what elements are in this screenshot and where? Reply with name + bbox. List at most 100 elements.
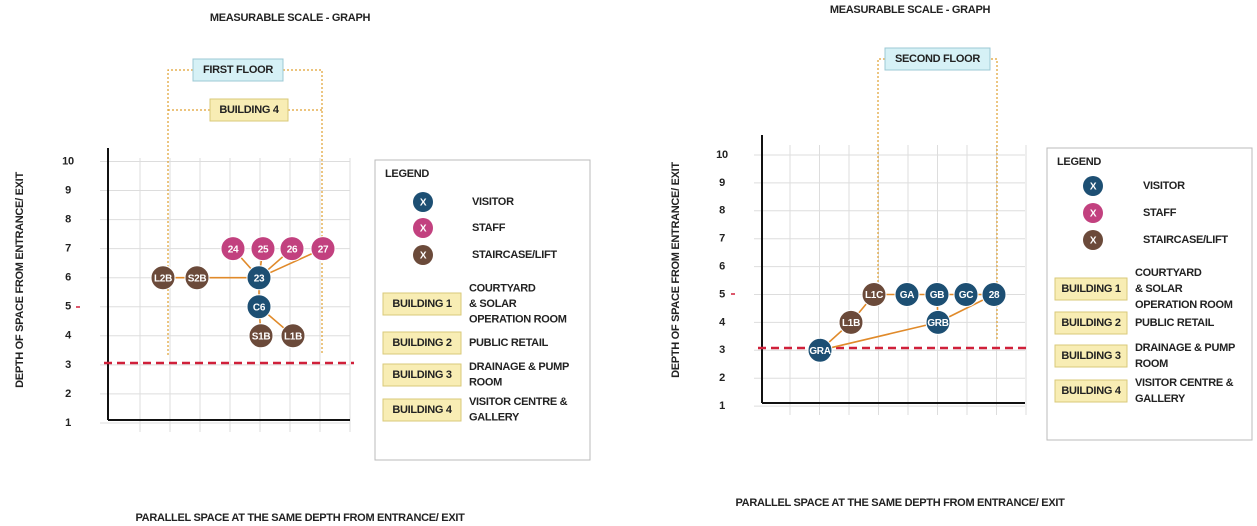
legend-label: STAIRCASE/LIFT [1143,234,1228,246]
y-tick-label: 2 [65,388,71,400]
node-label: 27 [318,244,329,255]
node-label: 28 [989,290,1000,301]
building-tag [1054,277,1128,301]
y-tick-label: 7 [719,233,725,245]
y-tick-label: 9 [719,177,725,189]
panel: MEASURABLE SCALE - GRAPH DEPTH OF SPACE F… [670,4,1253,509]
node-label: S2B [188,273,207,284]
building-description: ROOM [1135,358,1168,370]
node [248,323,274,349]
node [246,294,272,320]
building-tag [1054,344,1128,368]
node [925,309,951,335]
node [246,265,272,291]
node-label: C6 [253,302,266,313]
building-description: OPERATION ROOM [469,313,567,325]
y-tick-label: 7 [65,243,71,255]
building-description: GALLERY [469,412,520,424]
legend-title: LEGEND [385,168,429,180]
panel: MEASURABLE SCALE - GRAPH DEPTH OF SPACE F… [14,12,591,524]
node [184,265,210,291]
legend-symbol [1083,230,1103,250]
edge [819,321,939,352]
y-tick-label: 4 [719,316,726,328]
building-tag-label: BUILDING 1 [1061,283,1121,295]
node [981,282,1007,307]
legend-symbol [413,192,433,212]
node-label: 23 [254,273,265,284]
legend-symbol [413,245,433,265]
legend-label: VISITOR [1143,180,1185,192]
building-description: VISITOR CENTRE & [469,396,568,408]
building-description: VISITOR CENTRE & [1135,377,1234,389]
node-label: L1C [865,290,883,301]
building-tag-label: BUILDING 1 [392,298,452,310]
y-tick-label: 4 [65,330,72,342]
y-tick-label: 10 [716,149,728,161]
building-description: & SOLAR [1135,283,1183,295]
legend-label: STAFF [472,222,506,234]
node [807,337,833,363]
node-label: 25 [258,244,269,255]
node-label: 24 [228,244,239,255]
y-tick-label: 6 [65,272,71,284]
building-description: GALLERY [1135,393,1186,405]
x-axis-label: PARALLEL SPACE AT THE SAME DEPTH FROM EN… [135,512,465,524]
x-axis-label: PARALLEL SPACE AT THE SAME DEPTH FROM EN… [735,497,1065,509]
y-tick-label: 8 [65,214,71,226]
legend-symbol-text: X [1090,236,1097,247]
building-description: DRAINAGE & PUMP [469,361,569,373]
node-label: GRA [809,346,830,357]
y-tick-label: 6 [719,261,725,273]
legend-symbol [1083,203,1103,223]
y-axis-label: DEPTH OF SPACE FROM ENTRANCE/ EXIT [670,162,682,378]
floor-label: SECOND FLOOR [895,53,980,65]
y-tick-label: 8 [719,205,725,217]
legend-label: VISITOR [472,196,514,208]
y-tick-label: 10 [62,155,74,167]
legend-title: LEGEND [1057,156,1101,168]
legend-symbol-text: X [1090,182,1097,193]
building-label: BUILDING 4 [219,104,280,116]
building-tag [382,398,462,422]
legend-symbol [413,218,433,238]
y-axis-label: DEPTH OF SPACE FROM ENTRANCE/ EXIT [14,172,26,388]
node-label: 26 [287,244,298,255]
legend-symbol [1083,176,1103,196]
building-description: COURTYARD [469,282,536,294]
y-tick-label: 1 [65,417,71,429]
node [250,236,276,262]
building-tag [382,363,462,387]
y-tick-label: 5 [719,288,725,300]
floor-tag [192,58,284,82]
building-tag-label: BUILDING 3 [392,369,452,381]
building-tag-label: BUILDING 4 [392,404,453,416]
node [953,282,979,307]
legend-symbol-text: X [420,224,427,235]
building-description: & SOLAR [469,298,517,310]
panel-title: MEASURABLE SCALE - GRAPH [830,4,991,16]
legend-symbol-text: X [420,251,427,262]
node-label: L1B [284,331,302,342]
building-description: ROOM [469,377,502,389]
building-description: OPERATION ROOM [1135,299,1233,311]
building-tag [1054,311,1128,335]
node [894,282,920,307]
building-description: COURTYARD [1135,267,1202,279]
building-description: PUBLIC RETAIL [469,337,549,349]
node [924,282,950,307]
y-tick-label: 2 [719,372,725,384]
legend-label: STAFF [1143,207,1177,219]
node-label: GRB [927,318,948,329]
building-description: DRAINAGE & PUMP [1135,342,1235,354]
legend-label: STAIRCASE/LIFT [472,249,557,261]
y-tick-label: 3 [719,344,725,356]
y-tick-label: 9 [65,184,71,196]
y-tick-label: 1 [719,400,725,412]
node-label: GB [930,290,944,301]
node-label: S1B [252,331,271,342]
panel-title: MEASURABLE SCALE - GRAPH [210,12,371,24]
building-tag-label: BUILDING 2 [392,337,452,349]
building-tag-label: BUILDING 2 [1061,317,1121,329]
y-tick-label: 5 [65,301,71,313]
